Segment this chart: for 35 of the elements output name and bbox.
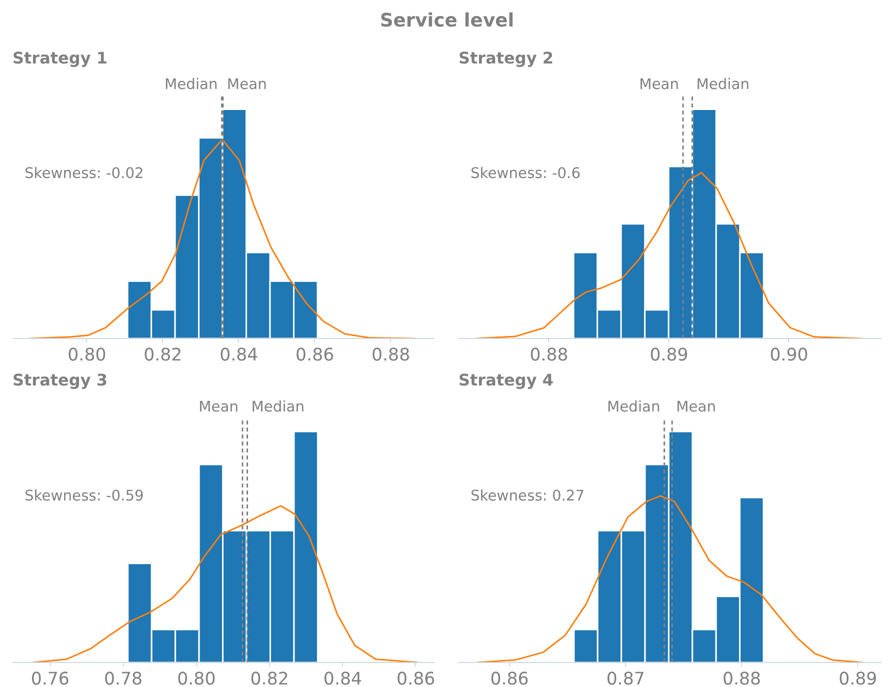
- x-tick-label: 0.80: [177, 670, 216, 687]
- ref-line-label: Mean: [639, 76, 680, 94]
- ref-line-label: Mean: [226, 76, 267, 94]
- chart-title: Strategy 4: [458, 370, 554, 390]
- x-tick-label: 0.86: [296, 346, 334, 366]
- ref-line-label: Median: [251, 398, 305, 416]
- x-tick-label: 0.80: [68, 346, 106, 366]
- annotation: Skewness: 0.27: [470, 488, 585, 505]
- x-tick-label: 0.90: [770, 346, 808, 366]
- annotation: Skewness: -0.6: [470, 164, 581, 182]
- x-tick-label: 0.84: [323, 670, 362, 687]
- x-tick-label: 0.89: [650, 346, 688, 366]
- x-tick-label: 0.86: [490, 670, 529, 687]
- ref-line-label: Median: [607, 398, 660, 416]
- ref-line-label: Median: [696, 76, 750, 94]
- x-tick-label: 0.84: [220, 346, 258, 366]
- x-tick-label: 0.82: [144, 346, 182, 366]
- chart-subtitle: Strategy 1: [12, 48, 108, 68]
- x-tick-label: 0.88: [722, 670, 762, 687]
- x-tick-label: 0.76: [30, 670, 70, 687]
- x-tick-label: 0.88: [372, 346, 410, 366]
- x-tick-label: 0.88: [530, 346, 568, 366]
- annotation: Skewness: -0.59: [24, 488, 144, 505]
- x-tick-label: 0.87: [606, 670, 645, 687]
- chart-title: Strategy 3: [12, 370, 108, 390]
- ref-line-label: Median: [164, 76, 218, 94]
- annotation: Skewness: -0.02: [24, 164, 144, 182]
- x-tick-label: 0.89: [838, 670, 878, 687]
- ref-line-label: Mean: [198, 398, 239, 416]
- chart-title: Service level: [380, 10, 514, 32]
- ref-line-label: Mean: [676, 398, 716, 416]
- x-tick-label: 0.78: [104, 670, 143, 687]
- x-tick-label: 0.86: [396, 670, 436, 687]
- chart-title: Strategy 2: [458, 48, 554, 68]
- x-tick-label: 0.82: [250, 670, 289, 687]
